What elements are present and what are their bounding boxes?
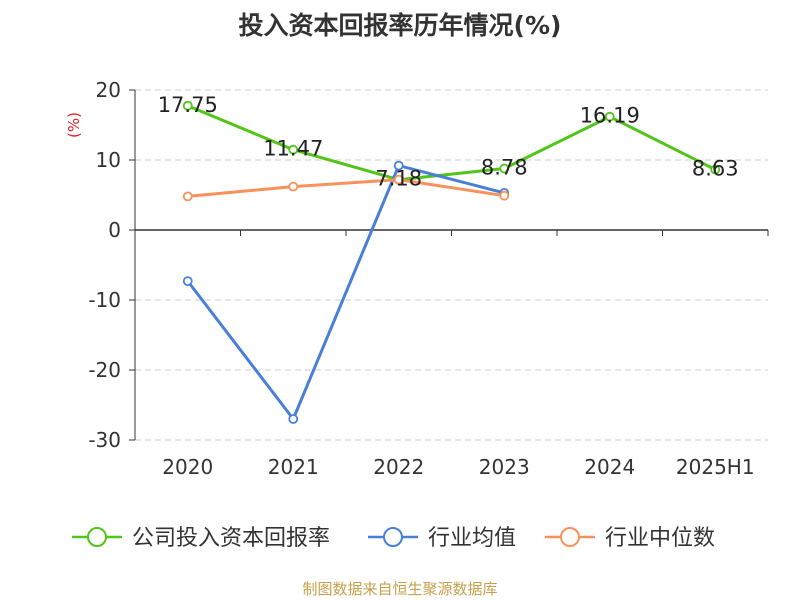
y-tick-label: -10 bbox=[88, 288, 121, 312]
source-footer: 制图数据来自恒生聚源数据库 bbox=[302, 580, 498, 598]
x-tick-label: 2022 bbox=[373, 455, 424, 479]
legend-label: 行业中位数 bbox=[605, 526, 715, 551]
legend-marker bbox=[87, 527, 107, 547]
data-point bbox=[710, 164, 721, 175]
data-label: 16.19 bbox=[580, 104, 640, 128]
data-label: 7.18 bbox=[375, 167, 422, 191]
data-label: 8.78 bbox=[481, 156, 528, 180]
data-point bbox=[499, 190, 510, 201]
y-tick-label: 10 bbox=[96, 148, 121, 172]
data-point bbox=[499, 163, 510, 174]
data-label: 11.47 bbox=[263, 137, 323, 161]
x-tick-label: 2025H1 bbox=[676, 455, 755, 479]
y-axis-label: (%) bbox=[65, 112, 83, 138]
data-label: 8.63 bbox=[692, 157, 739, 181]
legend-label: 行业均值 bbox=[428, 526, 516, 551]
legend-marker bbox=[383, 527, 403, 547]
y-tick-label: -30 bbox=[88, 428, 121, 452]
legend-marker bbox=[560, 527, 580, 547]
series-line bbox=[187, 104, 716, 182]
data-point bbox=[393, 174, 404, 185]
legend-label: 公司投入资本回报率 bbox=[132, 526, 330, 551]
x-tick-label: 2024 bbox=[584, 455, 635, 479]
series-line bbox=[186, 164, 505, 421]
data-point bbox=[182, 191, 193, 202]
data-point bbox=[288, 414, 299, 424]
series-line bbox=[187, 178, 505, 198]
x-tick-label: 2021 bbox=[268, 455, 319, 479]
y-tick-label: -20 bbox=[88, 358, 121, 382]
data-point bbox=[182, 276, 193, 287]
data-point bbox=[604, 111, 615, 122]
x-tick-label: 2020 bbox=[162, 455, 213, 479]
x-tick-label: 2023 bbox=[479, 455, 530, 479]
data-point bbox=[182, 100, 193, 111]
data-point bbox=[288, 144, 299, 155]
y-tick-label: 20 bbox=[96, 78, 121, 102]
y-tick-label: 0 bbox=[108, 218, 121, 242]
chart-title: 投入资本回报率历年情况(%) bbox=[238, 11, 562, 40]
data-point bbox=[288, 181, 299, 192]
data-point bbox=[393, 160, 404, 171]
data-label: 17.75 bbox=[158, 93, 218, 117]
